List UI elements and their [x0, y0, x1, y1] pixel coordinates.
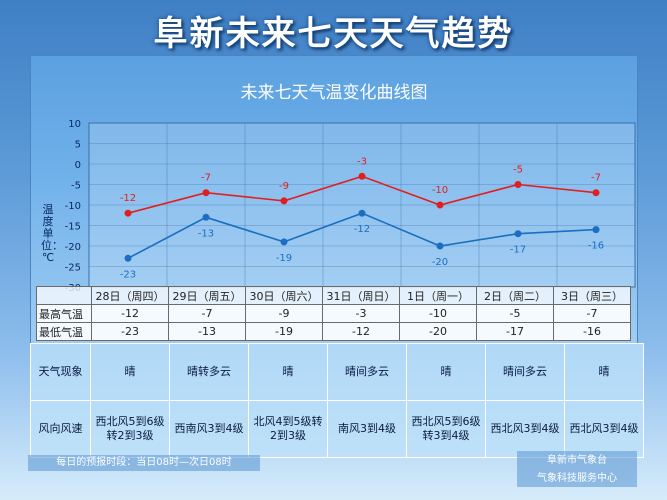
chart-title: 未来七天气温变化曲线图 [240, 83, 428, 103]
temperature-line-chart: 1050-5-10-15-20-25-30-12-7-9-3-10-5-7-23… [65, 119, 636, 294]
high-temp-label: 最高气温 [36, 304, 92, 323]
low-temp-label: -13 [198, 228, 214, 239]
low-temp-cell: -19 [245, 322, 323, 341]
date-cell: 3日（周三） [553, 286, 631, 305]
high-temp-cell: -12 [91, 304, 169, 323]
weather-cell: 晴 [90, 343, 170, 401]
high-temp-point [514, 181, 522, 188]
high-temp-cell: -5 [476, 304, 554, 323]
y-tick-label: 5 [75, 140, 81, 151]
low-temp-point [202, 213, 210, 221]
weather-info-table: 天气现象 晴晴转多云晴晴间多云晴晴间多云晴 风向风速 西北风5到6级转2到3级西… [30, 343, 644, 458]
date-cell: 1日（周一） [399, 286, 477, 305]
low-temp-label: -12 [354, 224, 370, 235]
wind-cell: 西南风3到4级 [169, 400, 249, 458]
weather-cell: 晴 [564, 343, 644, 401]
wind-cell: 西北风3到4级 [485, 400, 565, 458]
low-temp-point [592, 226, 600, 234]
low-temp-label: -19 [276, 253, 292, 264]
wind-label: 风向风速 [30, 400, 91, 458]
low-temp-cell: -20 [399, 322, 477, 341]
high-temp-point [280, 197, 288, 205]
y-tick-label: 0 [75, 160, 81, 171]
y-tick-label: -10 [65, 201, 81, 212]
high-temp-cell: -7 [168, 304, 246, 323]
low-temp-cell: -23 [91, 322, 169, 341]
page-title: 阜新未来七天天气趋势 [153, 14, 514, 54]
low-temp-point [280, 238, 288, 246]
weather-label: 天气现象 [30, 343, 91, 401]
low-temp-cell: -13 [168, 322, 246, 341]
high-temp-label: -7 [591, 173, 601, 184]
org-department: 气象科技服务中心 [537, 473, 617, 484]
date-cell: 2日（周二） [476, 286, 554, 305]
high-temp-cell: -10 [399, 304, 477, 323]
weather-cell: 晴转多云 [169, 343, 249, 401]
low-temp-row: 最低气温 -23 -13 -19 -12 -20 -17 -16 [36, 322, 631, 341]
weather-cell: 晴 [406, 343, 486, 401]
wind-row: 风向风速 西北风5到6级转2到3级 西南风3到4级 北风4到5级转2到3级 南风3到4… [30, 400, 644, 458]
high-temp-label: -7 [201, 173, 211, 184]
weather-cell: 晴 [248, 343, 328, 401]
wind-cell: 北风4到5级转2到3级 [248, 400, 328, 458]
low-temp-point [436, 242, 444, 250]
high-temp-label: -10 [432, 185, 448, 196]
weather-row: 天气现象 晴晴转多云晴晴间多云晴晴间多云晴 [30, 343, 644, 401]
high-temp-point [592, 189, 600, 197]
low-temp-label: -20 [432, 257, 448, 268]
high-temp-label: -5 [513, 165, 523, 176]
high-temp-row: 最高气温 -12 -7 -9 -3 -10 -5 -7 [36, 304, 631, 323]
wind-cell: 西北风3到4级 [564, 400, 644, 458]
low-temp-cell: -16 [553, 322, 631, 341]
high-temp-cell: -9 [245, 304, 323, 323]
wind-cell: 西北风5到6级转2到3级 [90, 400, 170, 458]
wind-cell: 南风3到4级 [327, 400, 407, 458]
date-cell: 28日（周四） [91, 286, 169, 305]
weather-cell: 晴间多云 [485, 343, 565, 401]
wind-cell: 西北风5到6级转3到4级 [406, 400, 486, 458]
low-temp-cell: -17 [476, 322, 554, 341]
high-temp-label: -12 [120, 193, 136, 204]
date-row: 28日（周四） 29日（周五） 30日（周六） 31日（周日） 1日（周一） 2日（周二）… [36, 286, 631, 305]
date-cell: 30日（周六） [245, 286, 323, 305]
y-tick-label: -20 [65, 242, 81, 253]
high-temp-label: -9 [279, 181, 289, 192]
date-cell: 29日（周五） [168, 286, 246, 305]
organization-box: 阜新市气象台 气象科技服务中心 [517, 451, 637, 487]
y-tick-label: -15 [65, 222, 81, 233]
low-temp-point [124, 254, 132, 262]
low-temp-point [358, 209, 366, 217]
forecast-period-note: 每日的预报时段：当日08时—次日08时 [28, 455, 260, 471]
low-temp-label: -17 [510, 245, 526, 256]
high-temp-label: -3 [357, 156, 367, 167]
org-name: 阜新市气象台 [547, 455, 607, 466]
chart-panel: 未来七天气温变化曲线图 温度单位：℃ 1050-5-10-15-20-25-30… [30, 55, 638, 344]
weather-cell: 晴间多云 [327, 343, 407, 401]
low-temp-point [514, 230, 522, 238]
high-temp-cell: -3 [322, 304, 400, 323]
y-tick-label: -5 [71, 181, 81, 192]
low-temp-label: -23 [120, 269, 136, 280]
high-temp-cell: -7 [553, 304, 631, 323]
high-temp-point [124, 209, 132, 217]
low-temp-label: 最低气温 [36, 322, 92, 341]
high-temp-point [358, 172, 366, 180]
y-tick-label: -25 [65, 263, 81, 274]
high-temp-point [202, 189, 210, 197]
low-temp-label: -16 [588, 241, 604, 252]
date-cell: 31日（周日） [322, 286, 400, 305]
temperature-table: 28日（周四） 29日（周五） 30日（周六） 31日（周日） 1日（周一） 2日（周二）… [36, 286, 631, 341]
y-tick-label: 10 [68, 119, 81, 130]
low-temp-cell: -12 [322, 322, 400, 341]
high-temp-point [436, 201, 444, 209]
date-row-head [36, 286, 92, 305]
